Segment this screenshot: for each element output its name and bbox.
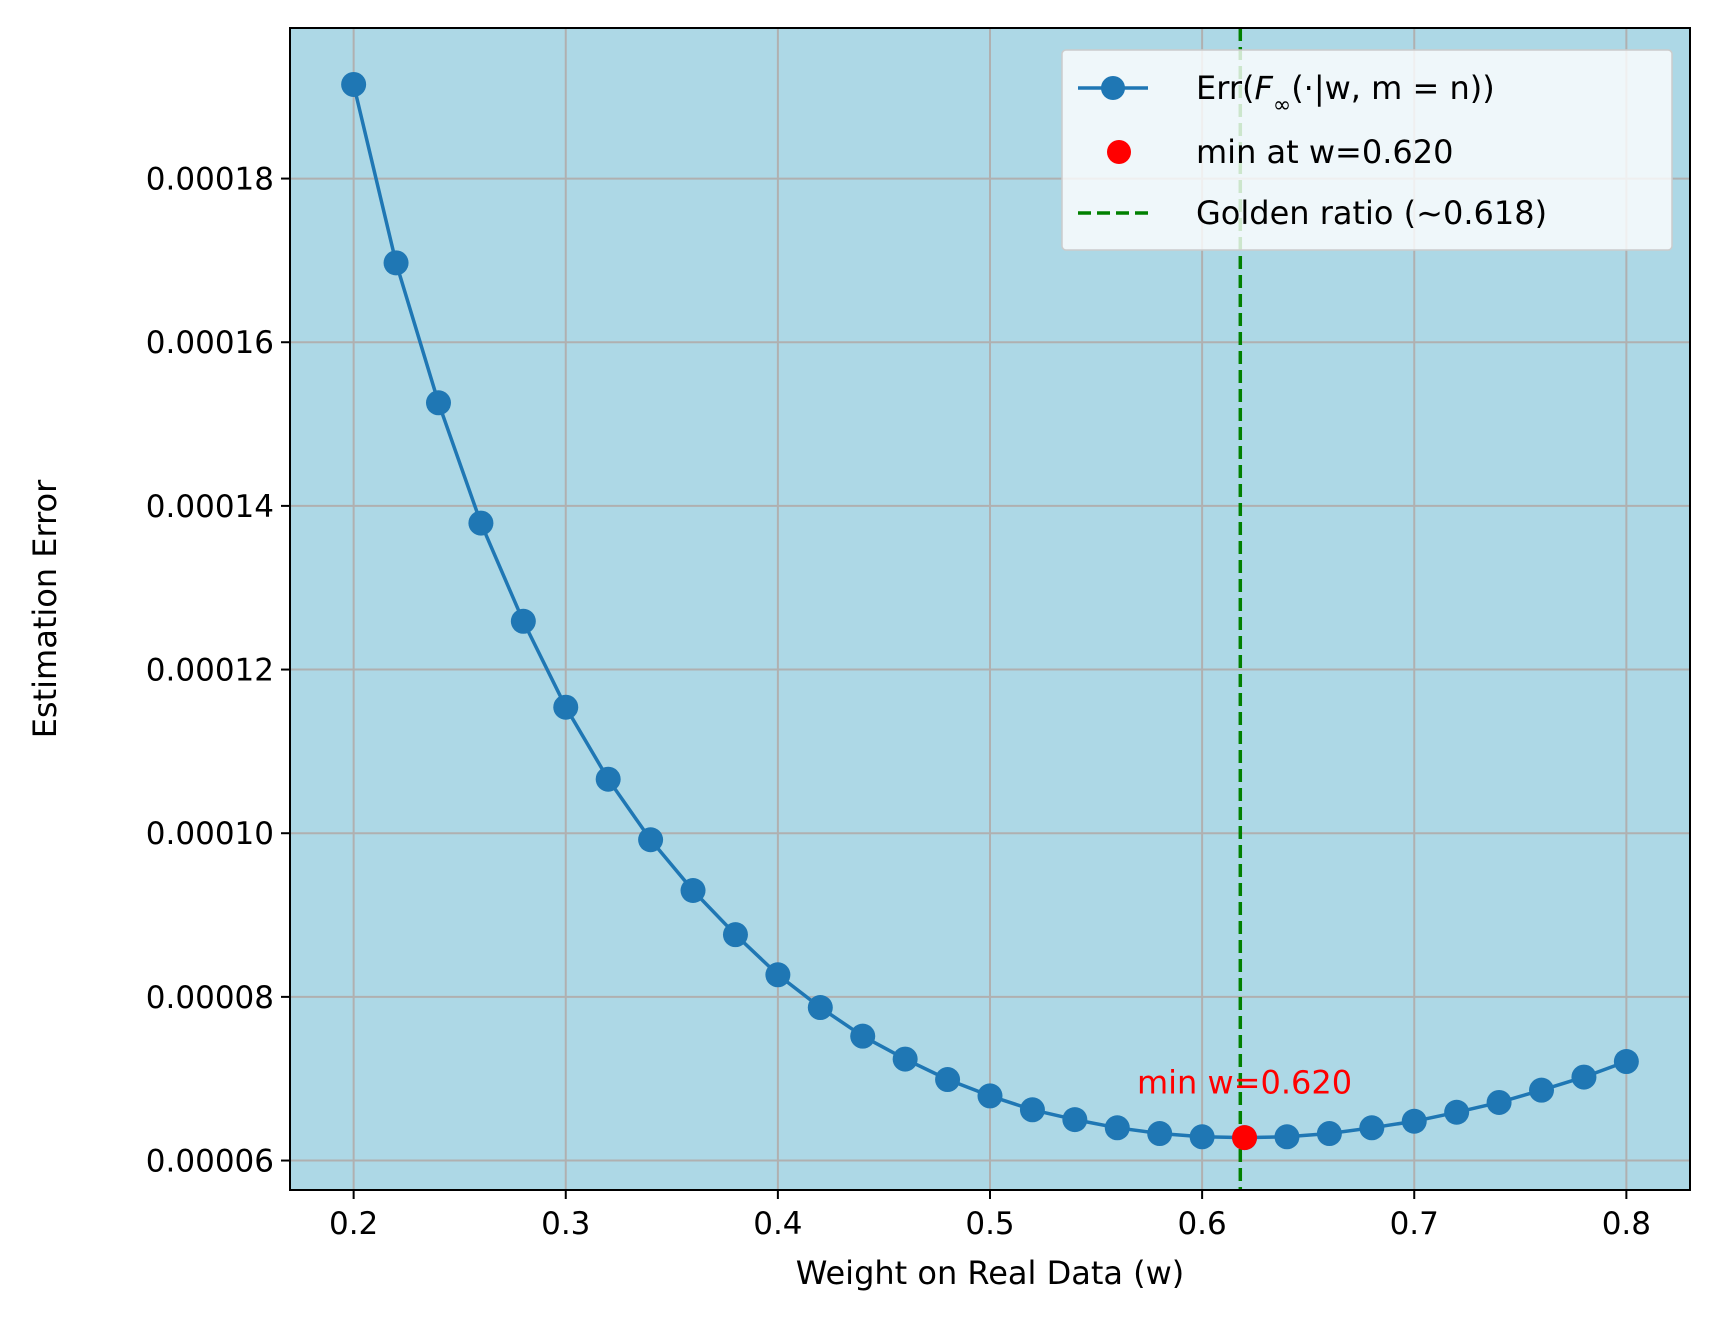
data-point [1274,1124,1300,1150]
data-point [1529,1077,1555,1103]
data-point [977,1083,1003,1109]
x-tick-label: 0.2 [329,1206,378,1242]
data-point [935,1067,961,1093]
x-tick-label: 0.7 [1390,1206,1439,1242]
legend-entry-min: min at w=0.620 [1196,133,1453,171]
data-point [1147,1121,1173,1147]
legend-box [1061,49,1673,251]
data-point [1104,1115,1130,1141]
y-tick-label: 0.00006 [146,1144,274,1180]
data-point [383,250,409,276]
data-point [1401,1108,1427,1134]
series-markers [341,71,1639,1151]
x-tick-label: 0.6 [1177,1206,1226,1242]
min-point [1232,1125,1258,1151]
data-point [765,962,791,988]
data-point [341,71,367,97]
y-axis-label: Estimation Error [26,479,64,738]
data-point [1359,1115,1385,1141]
data-point [1316,1121,1342,1147]
data-point [510,608,536,634]
min-point-group: min w=0.620 [1137,1064,1352,1151]
data-point [1571,1064,1597,1090]
data-point [1486,1089,1512,1115]
data-point [468,510,494,536]
data-point [1062,1107,1088,1133]
legend-series-marker-swatch [1101,76,1125,100]
legend: Err(F∞(·|w, m = n)) min at w=0.620 Golde… [1061,49,1673,251]
data-point [850,1023,876,1049]
x-tick-label: 0.8 [1602,1206,1651,1242]
x-tick-label: 0.4 [753,1206,802,1242]
y-tick-label: 0.00012 [146,653,274,689]
y-tick-label: 0.00018 [146,162,274,198]
y-axis-ticks: 0.00006 0.00008 0.00010 0.00012 0.00014 0.000… [146,162,290,1180]
data-point [892,1046,918,1072]
y-tick-label: 0.00014 [146,489,274,525]
y-tick-label: 0.00008 [146,980,274,1016]
legend-entry-series: Err(F∞(·|w, m = n)) [1196,69,1495,118]
legend-series-subscript: ∞ [1273,93,1291,118]
legend-entry-golden: Golden ratio (~0.618) [1196,194,1547,232]
legend-series-suffix: (·|w, m = n)) [1291,69,1495,107]
legend-series-prefix: Err( [1196,69,1254,107]
data-point [638,827,664,853]
data-point [807,995,833,1021]
x-tick-label: 0.3 [541,1206,590,1242]
data-point [1613,1049,1639,1075]
data-point [722,922,748,948]
legend-series-math: F [1254,69,1273,107]
data-point [553,694,579,720]
x-axis-ticks: 0.2 0.3 0.4 0.5 0.6 0.7 0.8 [329,1190,1651,1242]
data-point [595,766,621,792]
y-tick-label: 0.00016 [146,325,274,361]
x-axis-label: Weight on Real Data (w) [796,1254,1185,1292]
data-point [1019,1097,1045,1123]
y-tick-label: 0.00010 [146,816,274,852]
data-point [1189,1124,1215,1150]
min-annotation: min w=0.620 [1137,1064,1352,1102]
data-point [425,390,451,416]
data-point [680,877,706,903]
legend-min-dot-swatch [1107,140,1131,164]
x-tick-label: 0.5 [965,1206,1014,1242]
data-point [1444,1099,1470,1125]
